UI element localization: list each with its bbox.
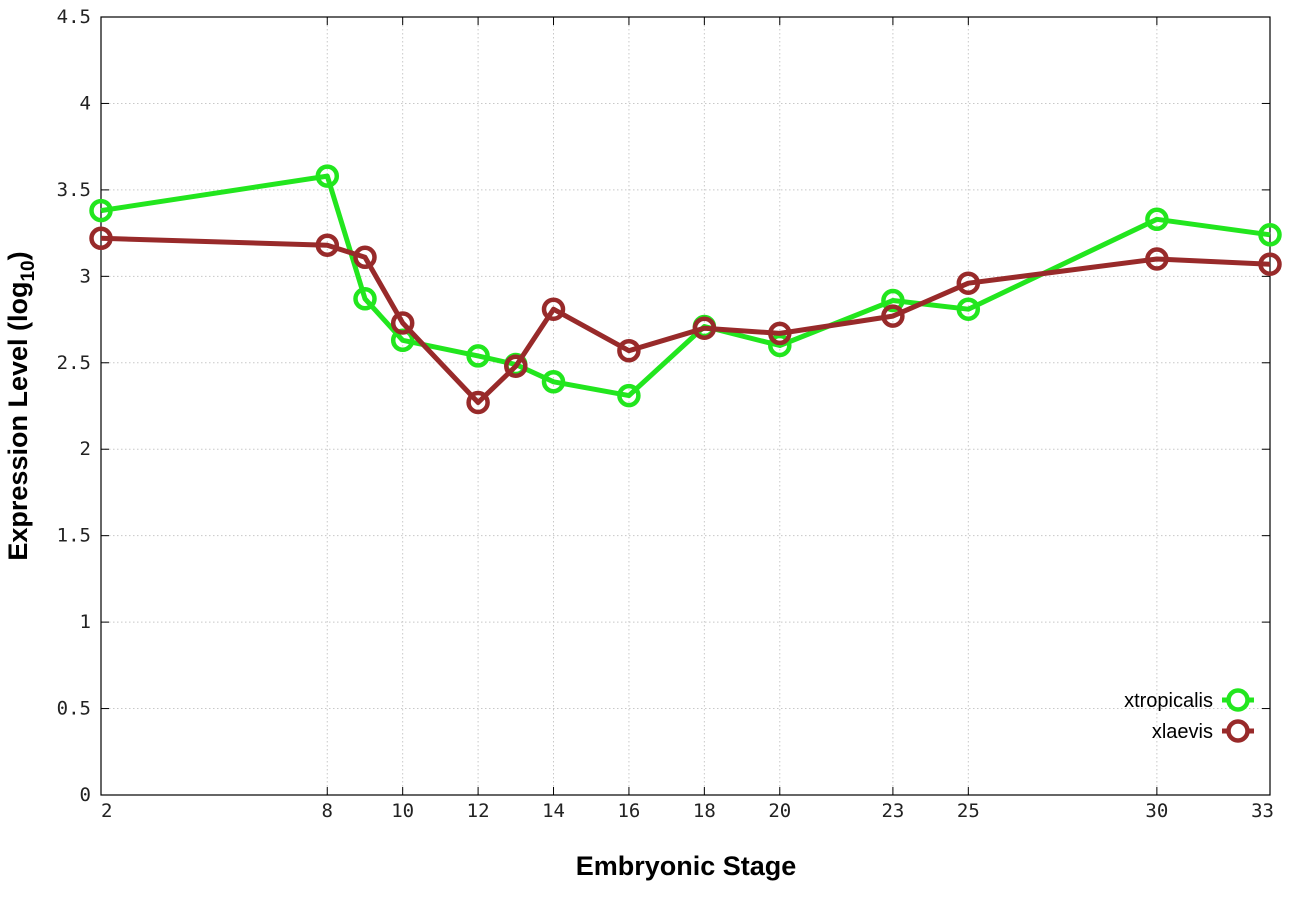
y-axis-title-close: ) bbox=[3, 251, 33, 260]
data-point bbox=[768, 333, 792, 358]
legend-swatch-marker bbox=[1226, 688, 1250, 712]
x-axis-title: Embryonic Stage bbox=[576, 851, 797, 881]
y-axis-title: Expression Level (log10) bbox=[3, 251, 39, 560]
series-xlaevis bbox=[89, 226, 1282, 415]
y-tick-label: 2.5 bbox=[57, 352, 91, 374]
data-point bbox=[504, 354, 528, 378]
y-tick-label: 1 bbox=[80, 611, 91, 633]
x-tick-label: 25 bbox=[957, 800, 980, 822]
legend: xtropicalis xlaevis bbox=[1124, 688, 1254, 743]
grid bbox=[101, 17, 1270, 795]
data-point bbox=[881, 304, 905, 328]
data-point bbox=[956, 297, 981, 321]
x-tick-label: 33 bbox=[1251, 800, 1274, 822]
axis-ticks: 0 0.5 1 1.5 2 2.5 3 3.5 4 4.5 2 8 10 12 14 16 18 20 23 25 30… bbox=[57, 6, 1274, 822]
x-tick-label: 2 bbox=[101, 800, 112, 822]
y-tick-label: 3.5 bbox=[57, 179, 91, 201]
data-point bbox=[89, 226, 113, 251]
legend-label: xlaevis bbox=[1152, 721, 1213, 743]
data-point bbox=[1258, 223, 1282, 247]
y-tick-label: 3 bbox=[80, 265, 91, 287]
series-xtropicalis bbox=[89, 164, 1282, 408]
series-line-xlaevis bbox=[100, 235, 1271, 405]
y-axis-title-subscript: 10 bbox=[18, 260, 39, 281]
data-point bbox=[89, 198, 113, 223]
data-point bbox=[466, 390, 490, 415]
data-point bbox=[315, 164, 340, 188]
data-point bbox=[541, 370, 566, 394]
data-point bbox=[768, 321, 792, 346]
data-point bbox=[315, 233, 340, 257]
x-tick-label: 23 bbox=[881, 800, 904, 822]
legend-swatch-marker bbox=[1226, 719, 1250, 743]
x-tick-label: 10 bbox=[391, 800, 414, 822]
data-point bbox=[617, 383, 641, 408]
x-tick-label: 30 bbox=[1145, 800, 1168, 822]
plot-frame bbox=[100, 16, 1271, 796]
legend-label: xtropicalis bbox=[1124, 690, 1213, 712]
legend-item-xlaevis: xlaevis bbox=[1152, 719, 1254, 743]
data-point bbox=[541, 297, 566, 321]
data-point bbox=[390, 311, 415, 335]
data-point bbox=[956, 271, 981, 295]
y-tick-label: 2 bbox=[80, 438, 91, 460]
x-tick-label: 8 bbox=[322, 800, 333, 822]
x-tick-label: 18 bbox=[693, 800, 716, 822]
data-point bbox=[353, 287, 377, 311]
data-point bbox=[692, 316, 717, 340]
y-axis-title-main: Expression Level (log bbox=[3, 282, 33, 561]
y-tick-label: 1.5 bbox=[57, 525, 91, 547]
data-point bbox=[1145, 207, 1169, 232]
x-tick-label: 14 bbox=[542, 800, 565, 822]
data-point bbox=[353, 245, 377, 270]
y-tick-label: 0 bbox=[80, 784, 91, 806]
data-point bbox=[1145, 247, 1169, 271]
data-point bbox=[1258, 252, 1282, 276]
y-tick-label: 4 bbox=[80, 92, 91, 114]
data-point bbox=[617, 338, 641, 363]
y-tick-label: 0.5 bbox=[57, 698, 91, 720]
series-lines bbox=[89, 164, 1282, 415]
x-tick-label: 16 bbox=[617, 800, 640, 822]
legend-item-xtropicalis: xtropicalis bbox=[1124, 688, 1254, 712]
x-tick-label: 20 bbox=[768, 800, 791, 822]
y-tick-label: 4.5 bbox=[57, 6, 91, 28]
data-point bbox=[466, 344, 490, 368]
data-point bbox=[881, 288, 905, 313]
x-tick-label: 12 bbox=[467, 800, 490, 822]
